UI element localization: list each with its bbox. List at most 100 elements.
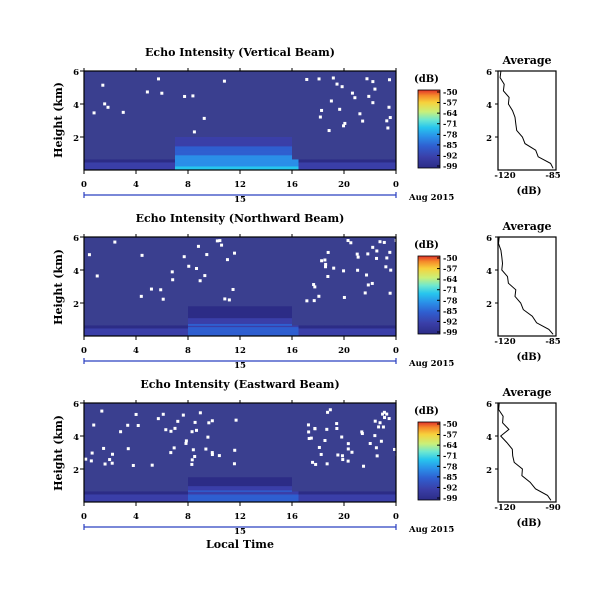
missing-cell xyxy=(103,102,107,106)
heatmap-cell xyxy=(344,496,351,499)
heatmap-cell xyxy=(175,148,292,151)
month-year-label: Aug 2015 xyxy=(408,359,454,369)
heatmap-cell xyxy=(370,163,377,166)
heatmap-cell xyxy=(383,159,390,162)
missing-cell xyxy=(156,77,160,81)
missing-cell xyxy=(335,82,339,86)
heatmap-cell xyxy=(97,330,104,333)
heatmap-cell xyxy=(246,326,254,329)
missing-cell xyxy=(387,105,391,109)
heatmap-cell xyxy=(350,162,358,164)
x-tick-label: 16 xyxy=(286,180,298,190)
heatmap-cell xyxy=(110,332,117,334)
heatmap-cell xyxy=(188,498,195,500)
heatmap-cell xyxy=(129,330,137,333)
missing-cell xyxy=(193,420,197,424)
heatmap-cell xyxy=(110,163,117,166)
heatmap-cell xyxy=(227,496,234,499)
avg-y-tick: 2 xyxy=(486,300,492,310)
heatmap-cell xyxy=(253,163,260,166)
avg-x-tick: -120 xyxy=(494,503,515,513)
avg-profile-line xyxy=(497,236,554,335)
missing-cell xyxy=(338,107,342,111)
heatmap-cell xyxy=(181,160,189,163)
heatmap-cell xyxy=(240,330,247,333)
heatmap-cell xyxy=(259,491,267,494)
heatmap-cell xyxy=(194,325,202,328)
heatmap-cell xyxy=(181,159,189,162)
heatmap-cell xyxy=(285,166,293,168)
missing-cell xyxy=(150,463,154,467)
heatmap-cell xyxy=(357,499,364,502)
heatmap-cell xyxy=(194,491,202,494)
heatmap-cell xyxy=(97,164,104,167)
heatmap-cell xyxy=(363,325,371,328)
heatmap-cell xyxy=(162,332,169,334)
heatmap-cell xyxy=(220,332,228,334)
avg-x-tick: -85 xyxy=(545,171,560,181)
heatmap-cell xyxy=(331,332,338,334)
heatmap-cell xyxy=(246,492,254,495)
missing-cell xyxy=(227,298,231,302)
heatmap-cell xyxy=(136,494,143,496)
heatmap-cell xyxy=(227,492,234,495)
avg-y-tick: 6 xyxy=(486,234,492,244)
colorbar-unit: (dB) xyxy=(414,74,439,85)
heatmap-cell xyxy=(136,166,143,168)
heatmap-cell xyxy=(292,163,299,166)
heatmap-cell xyxy=(142,491,150,494)
missing-cell xyxy=(375,249,379,253)
heatmap-cell xyxy=(220,167,228,170)
heatmap-cell xyxy=(363,160,371,163)
heatmap-cell xyxy=(168,499,176,502)
heatmap-cell xyxy=(214,495,221,498)
heatmap-cell xyxy=(149,330,156,333)
heatmap-cell xyxy=(168,167,176,170)
heatmap-cell xyxy=(253,495,260,498)
heatmap-cell xyxy=(389,325,397,328)
heatmap-cell xyxy=(253,329,260,332)
missing-cell xyxy=(110,461,114,465)
heatmap-cell xyxy=(318,494,325,496)
heatmap-cell xyxy=(162,160,169,163)
heatmap-cell xyxy=(188,491,195,494)
heatmap-cell xyxy=(168,163,176,166)
heatmap-cell xyxy=(188,488,292,491)
heatmap-cell xyxy=(383,326,390,329)
heatmap-cell xyxy=(240,329,247,332)
heatmap-cell xyxy=(97,328,104,330)
heatmap-cell xyxy=(220,326,228,329)
heatmap-cell xyxy=(201,326,208,329)
heatmap-cell xyxy=(90,163,98,166)
heatmap-cell xyxy=(123,162,130,164)
heatmap-cell xyxy=(279,328,286,330)
heatmap-cell xyxy=(220,333,228,336)
heatmap-cell xyxy=(116,167,124,170)
heatmap-cell xyxy=(123,498,130,500)
missing-cell xyxy=(346,239,350,243)
missing-cell xyxy=(379,439,383,443)
heatmap-cell xyxy=(298,162,306,164)
heatmap-cell xyxy=(376,496,384,499)
missing-cell xyxy=(387,417,391,421)
heatmap-cell xyxy=(259,496,267,499)
heatmap-cell xyxy=(136,326,143,329)
heatmap-cell xyxy=(272,498,280,500)
heatmap-cell xyxy=(344,330,351,333)
missing-cell xyxy=(350,450,354,454)
heatmap-cell xyxy=(136,167,143,170)
heatmap-cell xyxy=(142,325,150,328)
heatmap-cell xyxy=(162,167,169,170)
missing-cell xyxy=(381,425,385,429)
heatmap-cell xyxy=(376,495,384,498)
heatmap-cell xyxy=(298,159,306,162)
heatmap-cell xyxy=(266,498,273,500)
heatmap-cell xyxy=(311,498,319,500)
missing-cell xyxy=(204,447,208,451)
heatmap-cell xyxy=(162,498,169,500)
heatmap-cell xyxy=(344,164,351,167)
heatmap-cell xyxy=(246,329,254,332)
heatmap-cell xyxy=(383,494,390,496)
heatmap-cell xyxy=(331,496,338,499)
missing-cell xyxy=(326,250,330,254)
